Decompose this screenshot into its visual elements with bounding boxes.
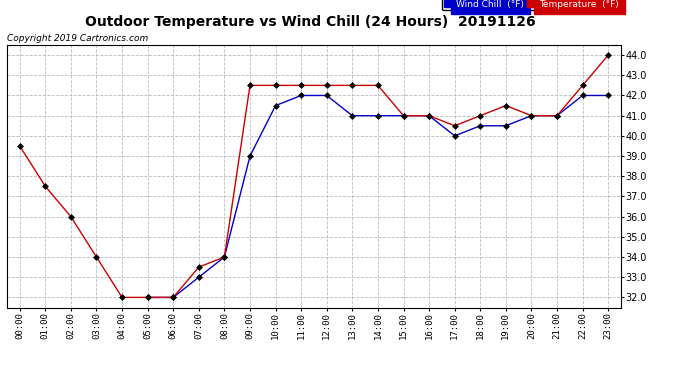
Text: Copyright 2019 Cartronics.com: Copyright 2019 Cartronics.com: [7, 34, 148, 43]
Legend: Wind Chill  (°F), Temperature  (°F): Wind Chill (°F), Temperature (°F): [442, 0, 621, 10]
Text: Outdoor Temperature vs Wind Chill (24 Hours)  20191126: Outdoor Temperature vs Wind Chill (24 Ho…: [85, 15, 536, 29]
